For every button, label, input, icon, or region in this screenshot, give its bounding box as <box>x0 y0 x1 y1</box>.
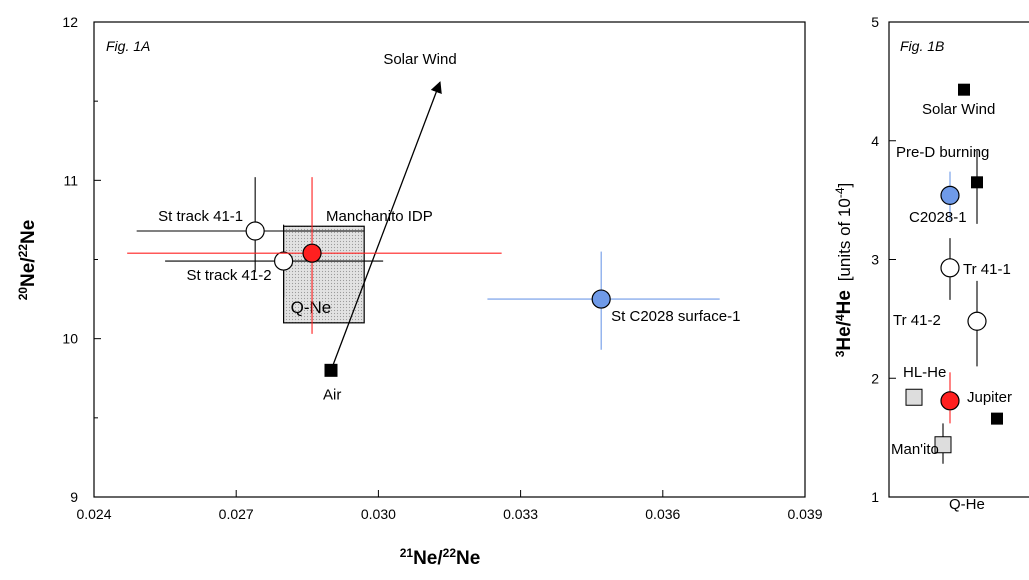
solar-wind-label: Solar Wind <box>383 51 456 68</box>
x-tick-label: 0.027 <box>219 506 254 522</box>
svg-text:3He/4He [units of 10-4]: 3He/4He [units of 10-4] <box>833 183 855 358</box>
b-y-tick-label: 2 <box>871 370 879 386</box>
svg-text:21Ne/22Ne: 21Ne/22Ne <box>400 546 481 569</box>
air-label: Air <box>323 386 341 403</box>
st-track-41-2-label: St track 41-2 <box>187 267 272 284</box>
y-tick-label: 10 <box>62 331 78 347</box>
x-tick-label: 0.036 <box>645 506 680 522</box>
tr-41-2-label: Tr 41-2 <box>893 312 941 329</box>
st-c2028-surface-1-label: St C2028 surface-1 <box>611 308 740 325</box>
tr-41-1-label: Tr 41-1 <box>963 261 1011 278</box>
jupiter-label: Jupiter <box>967 389 1012 406</box>
q-he-label: Q-He <box>949 496 985 513</box>
pre-d-burning-label: Pre-D burning <box>896 144 989 161</box>
panel-b-y-axis-title: 3He/4He [units of 10-4] <box>833 183 855 358</box>
man-ito-label: Man'ito <box>891 441 939 458</box>
tr-41-2-point <box>967 311 987 331</box>
b-y-tick-label: 3 <box>871 252 879 268</box>
man-ito-point <box>940 391 960 411</box>
x-tick-label: 0.039 <box>787 506 822 522</box>
st-c2028-surface-1-point <box>591 289 611 309</box>
st-track-41-2-point <box>274 251 294 271</box>
c2028-1-point <box>940 185 960 205</box>
solar-wind-arrow <box>330 81 442 371</box>
jupiter-point <box>991 412 1003 425</box>
x-tick-label: 0.030 <box>361 506 396 522</box>
solar-wind-label: Solar Wind <box>922 101 995 118</box>
panel-b-label: Fig. 1B <box>900 38 944 54</box>
b-y-tick-label: 4 <box>871 133 879 149</box>
tr-41-1-point <box>940 258 960 278</box>
manchanito-idp-label: Manchanito IDP <box>326 208 433 225</box>
panel-a-x-axis-title: 21Ne/22Ne <box>400 546 481 569</box>
panel-a-plot: 0.024 0.027 0.030 0.033 0.036 0.039 9 10 11 12 Q-N… <box>62 14 822 522</box>
svg-text:20Ne/22Ne: 20Ne/22Ne <box>16 220 39 301</box>
x-tick-label: 0.033 <box>503 506 538 522</box>
panel-a-label: Fig. 1A <box>106 38 150 54</box>
hl-he-label: HL-He <box>903 364 946 381</box>
manchanito-idp-point <box>302 243 322 263</box>
panel-b-plot: 1 2 3 4 5 Solar Wind Pre-D burning C2028-1 Tr 41… <box>871 14 1012 513</box>
y-tick-label: 11 <box>63 172 78 188</box>
pre-d-burning-point <box>971 176 983 189</box>
panel-a-frame <box>93 21 806 498</box>
st-track-41-1-point <box>245 221 265 241</box>
b-y-tick-label: 5 <box>871 14 879 30</box>
y-tick-label: 12 <box>62 14 78 30</box>
solar-wind-point <box>958 83 970 96</box>
st-track-41-1-label: St track 41-1 <box>158 208 243 225</box>
q-ne-box <box>283 225 365 324</box>
panel-a-y-axis-title: 20Ne/22Ne <box>16 220 39 301</box>
x-tick-label: 0.024 <box>76 506 111 522</box>
b-y-tick-label: 1 <box>871 489 879 505</box>
c2028-1-label: C2028-1 <box>909 209 967 226</box>
air-point <box>324 363 338 377</box>
y-tick-label: 9 <box>70 489 78 505</box>
q-ne-label: Q-Ne <box>291 298 332 317</box>
q-he-point <box>934 436 952 454</box>
hl-he-point <box>905 388 923 406</box>
